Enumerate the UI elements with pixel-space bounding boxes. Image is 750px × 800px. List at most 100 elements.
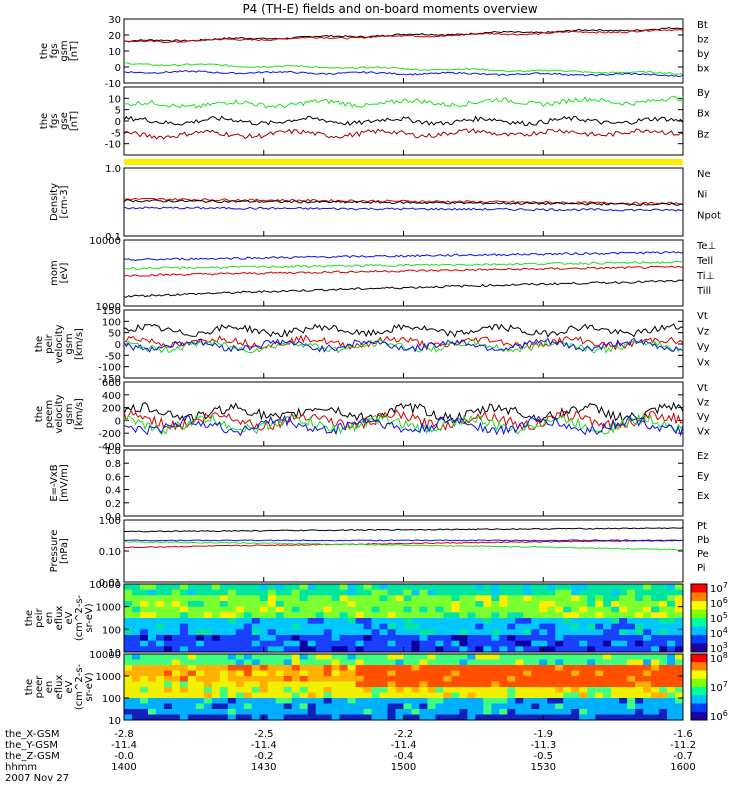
heatmap-cell <box>235 670 245 677</box>
heatmap-cell <box>627 654 636 660</box>
heatmap-cell <box>643 601 652 608</box>
heatmap-cell <box>235 640 245 647</box>
heatmap-cell <box>451 665 460 671</box>
heatmap-cell <box>451 606 460 613</box>
heatmap-cell <box>539 654 548 660</box>
heatmap-cell <box>307 595 317 602</box>
y-tick-label: -5 <box>111 128 121 139</box>
heatmap-cell <box>475 646 484 653</box>
heatmap-cell <box>579 654 588 660</box>
heatmap-cell <box>179 612 189 619</box>
heatmap-cell <box>531 595 540 602</box>
heatmap-cell <box>203 654 213 660</box>
heatmap-cell <box>675 606 684 613</box>
heatmap-cell <box>603 618 612 625</box>
heatmap-cell <box>291 584 301 591</box>
heatmap-cell <box>619 681 628 688</box>
x-axis-value: -0.0 <box>114 751 134 762</box>
heatmap-cell <box>331 646 341 653</box>
heatmap-cell <box>331 698 341 704</box>
heatmap-cell <box>211 589 221 596</box>
heatmap-cell <box>571 681 580 688</box>
heatmap-cell <box>459 635 468 642</box>
heatmap-cell <box>643 606 652 613</box>
heatmap-cell <box>555 692 564 699</box>
series-bz <box>123 28 684 44</box>
heatmap-cell <box>627 612 636 619</box>
heatmap-cell <box>491 612 500 619</box>
heatmap-cell <box>163 670 173 677</box>
heatmap-cell <box>124 595 133 602</box>
heatmap-cell <box>283 595 293 602</box>
heatmap-cell <box>579 623 588 630</box>
heatmap-cell <box>467 629 476 636</box>
heatmap-cell <box>131 612 141 619</box>
heatmap-cell <box>563 601 572 608</box>
heatmap-cell <box>187 709 197 715</box>
series-Pi <box>123 539 684 542</box>
heatmap-cell <box>595 640 604 647</box>
series-Pt <box>124 527 684 533</box>
heatmap-cell <box>435 646 444 653</box>
heatmap-cell <box>435 618 444 625</box>
heatmap-cell <box>339 601 349 608</box>
heatmap-cell <box>403 703 412 710</box>
heatmap-cell <box>163 618 173 625</box>
heatmap-cell <box>595 635 604 642</box>
heatmap-cell <box>211 692 221 699</box>
heatmap-cell <box>259 687 269 693</box>
heatmap-cell <box>379 676 389 682</box>
heatmap-cell <box>387 687 397 693</box>
heatmap-cell <box>459 703 468 710</box>
heatmap-cell <box>259 623 269 630</box>
y-tick-label: 0.0 <box>105 512 121 523</box>
heatmap-cell <box>595 698 604 704</box>
heatmap-cell <box>139 623 149 630</box>
heatmap-cell <box>635 714 644 721</box>
heatmap-cell <box>203 618 213 625</box>
heatmap-cell <box>243 640 253 647</box>
heatmap-cell <box>587 659 596 666</box>
heatmap-cell <box>251 635 261 642</box>
heatmap-cell <box>531 612 540 619</box>
heatmap-cell <box>651 714 660 721</box>
heatmap-cell <box>555 714 564 721</box>
colorbar-label: 104 <box>710 626 728 640</box>
heatmap-cell <box>371 687 381 693</box>
heatmap-cell <box>515 640 524 647</box>
heatmap-cell <box>651 692 660 699</box>
heatmap-cell <box>419 584 428 591</box>
heatmap-cell <box>187 687 197 693</box>
heatmap-cell <box>395 698 404 704</box>
heatmap-cell <box>547 646 556 653</box>
heatmap-cell <box>227 612 237 619</box>
heatmap-cell <box>459 659 468 666</box>
heatmap-cell <box>555 629 564 636</box>
heatmap-cell <box>403 629 412 636</box>
heatmap-cell <box>451 584 460 591</box>
legend-Tell: Tell <box>696 256 713 267</box>
heatmap-cell <box>419 646 428 653</box>
heatmap-cell <box>395 618 404 625</box>
heatmap-cell <box>411 584 420 591</box>
heatmap-cell <box>155 659 165 666</box>
heatmap-cell <box>611 670 620 677</box>
heatmap-cell <box>124 606 133 613</box>
heatmap-cell <box>571 665 580 671</box>
y-axis-label: fgs <box>49 43 60 58</box>
heatmap-cell <box>363 670 373 677</box>
heatmap-cell <box>379 640 389 647</box>
heatmap-cell <box>275 687 285 693</box>
heatmap-cell <box>147 687 157 693</box>
heatmap-cell <box>459 629 468 636</box>
heatmap-cell <box>635 703 644 710</box>
heatmap-cell <box>419 670 428 677</box>
heatmap-cell <box>347 612 357 619</box>
heatmap-cell <box>443 589 452 596</box>
heatmap-cell <box>419 654 428 660</box>
heatmap-cell <box>235 618 245 625</box>
heatmap-cell <box>124 654 133 660</box>
heatmap-cell <box>163 654 173 660</box>
heatmap-cell <box>347 635 357 642</box>
heatmap-cell <box>427 584 436 591</box>
